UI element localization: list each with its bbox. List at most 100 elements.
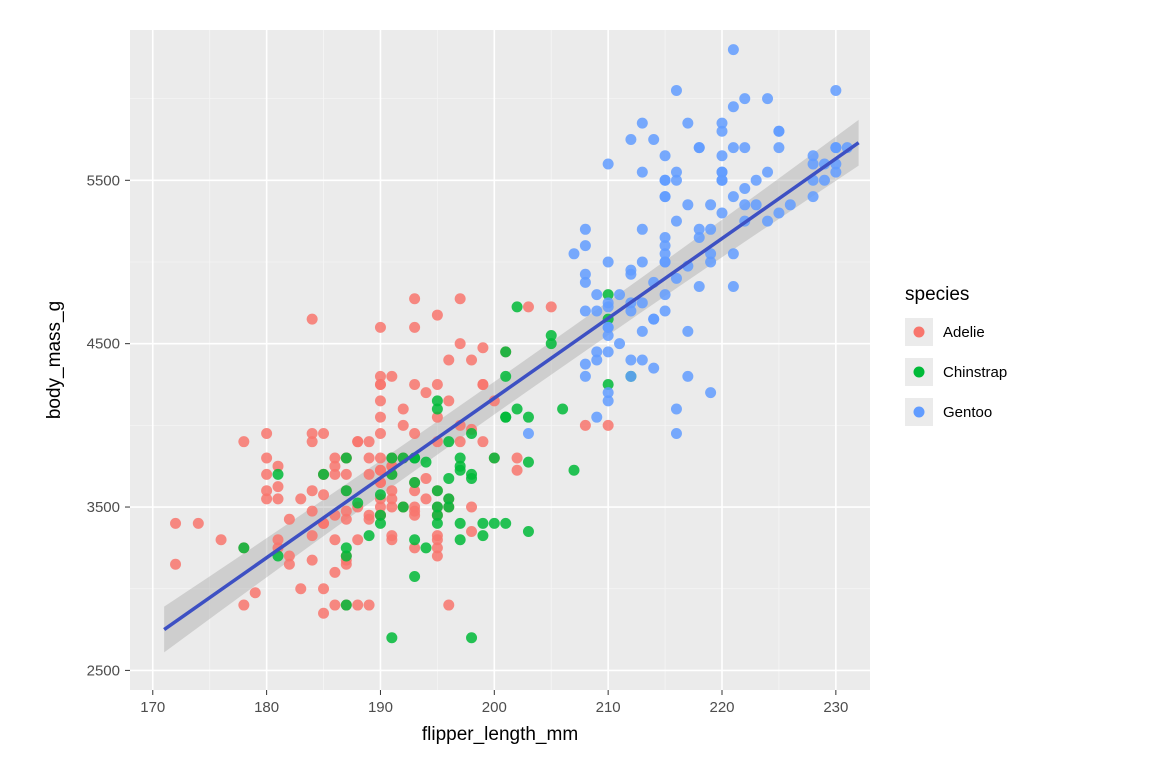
- data-point: [409, 502, 420, 513]
- data-point: [614, 338, 625, 349]
- data-point: [307, 506, 318, 517]
- data-point: [238, 436, 249, 447]
- data-point: [352, 534, 363, 545]
- data-point: [409, 534, 420, 545]
- data-point: [694, 232, 705, 243]
- legend-label: Gentoo: [943, 404, 992, 421]
- data-point: [739, 199, 750, 210]
- x-axis-label: flipper_length_mm: [422, 724, 578, 745]
- x-tick-label: 210: [596, 699, 621, 716]
- data-point: [717, 207, 728, 218]
- data-point: [773, 207, 784, 218]
- data-point: [307, 314, 318, 325]
- data-point: [341, 600, 352, 611]
- data-point: [455, 518, 466, 529]
- data-point: [170, 518, 181, 529]
- y-tick-label: 2500: [87, 662, 120, 679]
- data-point: [591, 412, 602, 423]
- data-point: [432, 485, 443, 496]
- data-point: [421, 542, 432, 553]
- data-point: [569, 248, 580, 259]
- data-point: [318, 608, 329, 619]
- data-point: [318, 583, 329, 594]
- data-point: [273, 469, 284, 480]
- scatter-chart: 1701801902002102202302500350045005500fli…: [0, 0, 1152, 768]
- data-point: [386, 493, 397, 504]
- data-point: [307, 428, 318, 439]
- data-point: [284, 559, 295, 570]
- data-point: [580, 240, 591, 251]
- data-point: [329, 534, 340, 545]
- data-point: [455, 436, 466, 447]
- data-point: [375, 453, 386, 464]
- data-point: [512, 404, 523, 415]
- data-point: [409, 322, 420, 333]
- data-point: [762, 93, 773, 104]
- data-point: [364, 600, 375, 611]
- data-point: [364, 530, 375, 541]
- legend-swatch: [914, 407, 925, 418]
- data-point: [648, 314, 659, 325]
- data-point: [512, 301, 523, 312]
- data-point: [477, 530, 488, 541]
- data-point: [341, 469, 352, 480]
- data-point: [546, 338, 557, 349]
- data-point: [443, 502, 454, 513]
- data-point: [477, 436, 488, 447]
- data-point: [466, 526, 477, 537]
- data-point: [329, 461, 340, 472]
- data-point: [352, 436, 363, 447]
- data-point: [455, 338, 466, 349]
- data-point: [273, 493, 284, 504]
- data-point: [375, 412, 386, 423]
- x-tick-label: 230: [823, 699, 848, 716]
- data-point: [591, 305, 602, 316]
- data-point: [284, 514, 295, 525]
- data-point: [409, 477, 420, 488]
- data-point: [523, 428, 534, 439]
- data-point: [773, 142, 784, 153]
- data-point: [443, 355, 454, 366]
- data-point: [261, 493, 272, 504]
- data-point: [660, 305, 671, 316]
- data-point: [500, 371, 511, 382]
- data-point: [762, 167, 773, 178]
- data-point: [671, 85, 682, 96]
- data-point: [751, 175, 762, 186]
- data-point: [364, 453, 375, 464]
- y-axis-label: body_mass_g: [44, 301, 65, 419]
- data-point: [660, 175, 671, 186]
- data-point: [443, 395, 454, 406]
- data-point: [375, 428, 386, 439]
- data-point: [455, 453, 466, 464]
- data-point: [489, 518, 500, 529]
- data-point: [295, 493, 306, 504]
- y-tick-label: 5500: [87, 172, 120, 189]
- data-point: [421, 387, 432, 398]
- data-point: [648, 363, 659, 374]
- data-point: [273, 481, 284, 492]
- data-point: [717, 150, 728, 161]
- data-point: [375, 518, 386, 529]
- data-point: [580, 269, 591, 280]
- data-point: [216, 534, 227, 545]
- data-point: [739, 183, 750, 194]
- data-point: [830, 85, 841, 96]
- data-point: [682, 326, 693, 337]
- data-point: [352, 497, 363, 508]
- data-point: [523, 412, 534, 423]
- data-point: [421, 493, 432, 504]
- data-point: [682, 199, 693, 210]
- data-point: [830, 142, 841, 153]
- data-point: [717, 118, 728, 129]
- data-point: [466, 355, 477, 366]
- data-point: [603, 322, 614, 333]
- data-point: [671, 216, 682, 227]
- data-point: [432, 502, 443, 513]
- data-point: [671, 175, 682, 186]
- data-point: [261, 453, 272, 464]
- data-point: [591, 289, 602, 300]
- data-point: [557, 404, 568, 415]
- data-point: [728, 248, 739, 259]
- data-point: [329, 567, 340, 578]
